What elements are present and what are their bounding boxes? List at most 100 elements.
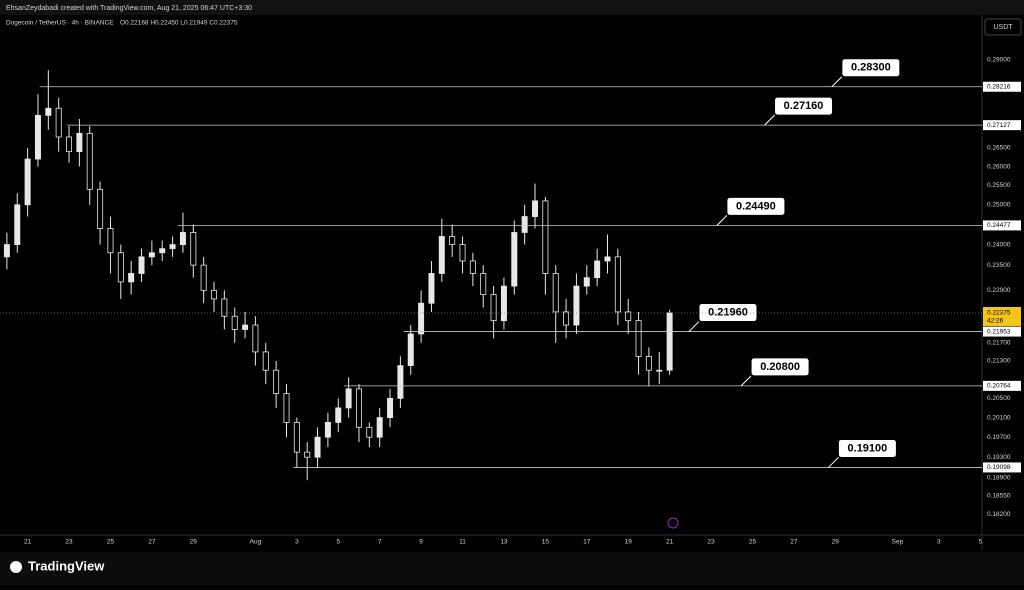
y-tick-label: 0.25000 [987,202,1011,209]
candle-body [242,324,249,330]
level-price-label: 0.20764 [987,383,1011,390]
candle-body [573,285,580,326]
candle-body [469,260,476,274]
x-tick-label: 25 [107,539,115,546]
candle-body [273,369,280,395]
x-tick-label: 25 [749,539,757,546]
footer [0,552,1024,585]
currency: USDT [993,24,1013,31]
x-tick-label: 3 [937,539,941,546]
candle-body [221,298,228,317]
x-tick-label: 21 [24,539,32,546]
countdown: 42:26 [987,318,1004,325]
candle-body [500,285,507,322]
candle-body [283,393,290,423]
candle-body [542,200,549,274]
last-price-box [983,306,1021,326]
callout-text: 0.20800 [760,361,800,373]
callout-pointer [764,114,775,126]
candle-body [397,365,404,399]
x-tick-label: 13 [500,539,508,546]
candle-body [148,252,155,258]
candle-body [355,388,362,428]
x-tick-label: Sep [892,539,904,546]
callout-box[interactable] [774,96,834,116]
callout-text: 0.21960 [708,306,748,318]
callout-box[interactable] [726,196,786,216]
candle-body [366,426,373,438]
candle-body [583,277,590,287]
y-tick-label: 0.29000 [987,57,1011,64]
level-price-label: 0.19098 [987,464,1011,471]
callout-text: 0.28300 [851,62,891,74]
candle-body [97,188,104,229]
header-bar [0,0,1024,15]
level-price-box [983,220,1021,231]
x-tick-label: 5 [336,539,340,546]
candle-body [656,369,663,372]
candle-body [604,256,611,262]
callout-box[interactable] [750,357,810,377]
callout-pointer [716,215,728,226]
candle-body [252,324,259,353]
callout-text: 0.19100 [848,442,888,454]
candle-body [552,273,559,313]
y-tick-label: 0.19700 [987,434,1011,441]
y-tick-label: 0.24000 [987,241,1011,248]
candle-body [480,273,487,296]
candle-body [45,107,52,116]
level-price-box [983,81,1021,92]
candle-body [376,417,383,438]
candle-body [24,158,31,206]
brand: TradingView [28,558,105,573]
callout-box[interactable] [698,303,758,323]
candle-body [66,136,73,153]
candle-body [625,311,632,322]
x-tick-label: 23 [707,539,715,546]
candle-body [345,388,352,409]
candle-body [262,351,269,371]
x-tick-label: 3 [295,539,299,546]
event-icon[interactable] [667,517,679,529]
candle-body [76,132,83,153]
callout-box[interactable] [837,438,897,458]
candle-body [128,273,135,283]
currency-box[interactable] [984,18,1022,36]
level-price-label: 0.28216 [987,83,1011,90]
ohlc: O0.22168 H0.22450 L0.21949 C0.22375 [120,20,238,27]
candle-body [231,315,238,330]
candle-body [34,114,41,160]
x-tick-label: 5 [978,539,982,546]
y-tick-label: 0.23500 [987,262,1011,269]
candle-body [3,244,10,258]
candle-body [107,228,114,254]
candle-body [449,236,456,246]
x-tick-label: 27 [148,539,156,546]
y-tick-label: 0.22900 [987,287,1011,294]
y-tick-label: 0.19300 [987,454,1011,461]
callout-pointer [688,321,700,332]
candle-body [211,289,217,300]
candle-body [521,216,528,233]
callout-box[interactable] [841,58,901,78]
candle-body [594,260,601,279]
candle-body [666,312,673,371]
candle-body [407,333,414,366]
candle-body [190,232,197,266]
candle-body [55,107,62,138]
candle-body [438,236,445,274]
x-tick-label: 9 [419,539,423,546]
brand-logo [10,561,22,573]
candle-body [532,200,538,217]
candle-body [490,294,497,322]
x-tick-label: 21 [666,539,674,546]
y-tick-label: 0.18900 [987,474,1011,481]
level-price-label: 0.24477 [987,222,1011,229]
last-price-label: 0.22375 [987,310,1011,317]
callout-text: 0.27160 [784,100,824,112]
callout-text: 0.24490 [736,200,776,212]
candle-body [645,356,652,371]
candle-body [387,397,394,418]
y-tick-label: 0.26000 [987,163,1011,170]
